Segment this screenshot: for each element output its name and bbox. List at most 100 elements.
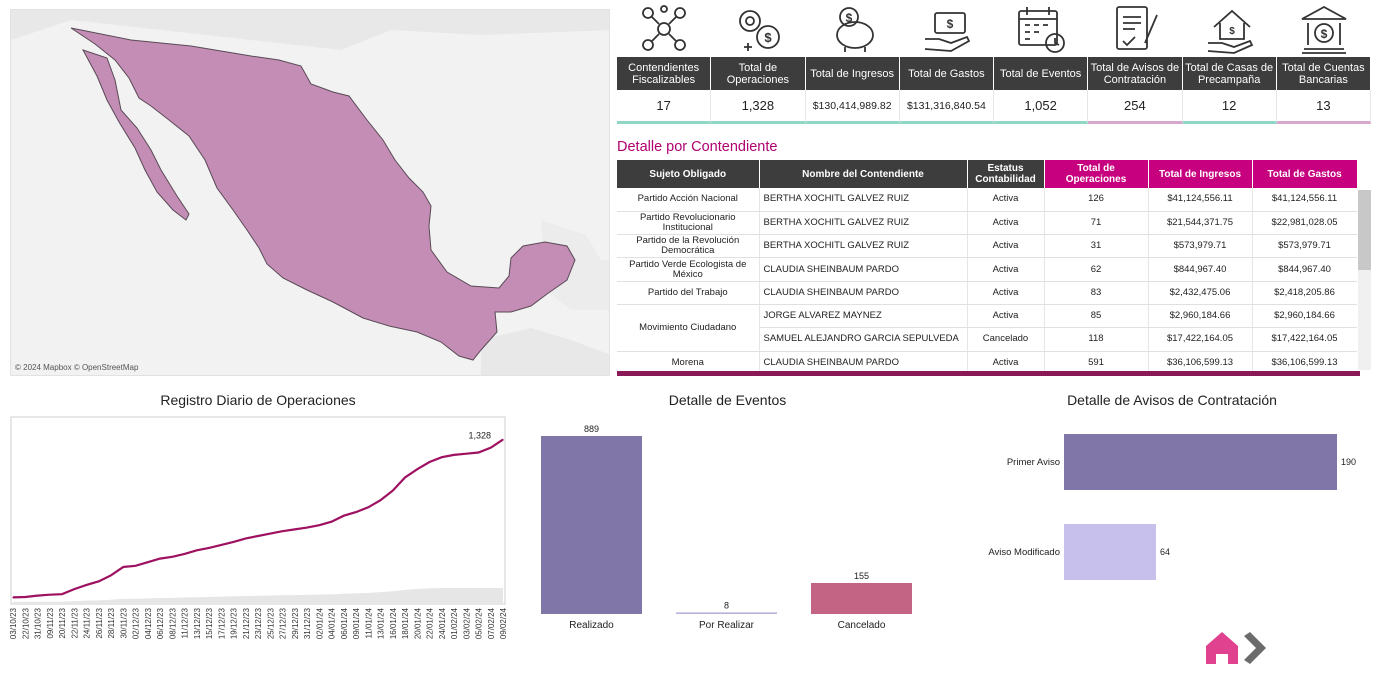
x-tick-label: 20/11/23 [58, 607, 67, 638]
bar-realizado [541, 436, 642, 614]
line-point [477, 451, 480, 454]
cell-ingresos: $21,544,371.75 [1148, 211, 1253, 236]
x-tick-label: 22/01/24 [426, 607, 435, 639]
header-nombre[interactable]: Nombre del Contendiente [759, 160, 968, 188]
hbar-value-label: 64 [1160, 547, 1170, 557]
cell-sujeto: Partido de la Revolución Democrática [617, 234, 760, 259]
table-row[interactable]: Partido Acción Nacional BERTHA XOCHITL G… [617, 188, 1357, 212]
cell-gastos: $573,979.71 [1252, 234, 1357, 259]
cell-estatus: Activa [967, 351, 1045, 371]
bar-value-label: 889 [584, 424, 599, 434]
line-point [208, 547, 210, 549]
line-point [232, 541, 235, 543]
contract-icon [1088, 0, 1182, 57]
line-point [171, 556, 173, 558]
kpi-value[interactable]: 1,328 [711, 90, 806, 124]
kpi-value[interactable]: 13 [1276, 90, 1371, 124]
kpi-value[interactable]: $130,414,989.82 [805, 90, 900, 124]
kpi-value[interactable]: $131,316,840.54 [899, 90, 994, 124]
header-estatus[interactable]: Estatus Contabilidad [967, 160, 1045, 188]
line-point [453, 454, 455, 456]
detail-table: Sujeto Obligado Nombre del Contendiente … [617, 160, 1357, 371]
x-tick-label: 20/01/24 [413, 607, 422, 639]
calendar-clock-icon [994, 0, 1088, 57]
header-sujeto[interactable]: Sujeto Obligado [617, 160, 760, 188]
avisos-bar-chart[interactable]: Primer Aviso 190 Aviso Modificado 64 [960, 416, 1384, 601]
table-row[interactable]: Partido de la Revolución Democrática BER… [617, 234, 1357, 259]
x-tick-label: 26/11/23 [95, 607, 104, 638]
x-tick-label: 07/02/24 [487, 607, 496, 639]
kpi-value[interactable]: 17 [617, 90, 712, 124]
kpi-icons-row: $ $ $ $ $ [617, 0, 1371, 57]
bar-cancelado [811, 582, 912, 614]
line-point [330, 521, 333, 523]
cell-gastos: $41,124,556.11 [1252, 188, 1357, 212]
kpi-label: Total de Ingresos [806, 57, 900, 90]
map-attribution: © 2024 Mapbox © OpenStreetMap [15, 363, 139, 372]
mexico-map[interactable]: © 2024 Mapbox © OpenStreetMap [10, 9, 610, 376]
kpi-value[interactable]: 1,052 [994, 90, 1089, 124]
cell-ingresos: $2,432,475.06 [1148, 281, 1253, 305]
line-point [196, 549, 198, 551]
x-tick-label: 18/01/24 [401, 607, 410, 639]
events-bar-chart[interactable]: 889 Realizado 8 Por Realizar 155 Cancelado [535, 416, 925, 641]
svg-text:$: $ [765, 30, 773, 45]
cell-gastos: $2,418,205.86 [1252, 281, 1357, 305]
line-point [355, 511, 357, 513]
header-ingresos[interactable]: Total de Ingresos [1148, 160, 1253, 188]
cell-nombre: CLAUDIA SHEINBAUM PARDO [759, 257, 968, 282]
line-chart[interactable]: 1,328 03/10/23 22/10/23 31/10/23 09/11/23 20/… [9, 416, 508, 655]
line-point [245, 537, 247, 539]
line-point [318, 524, 320, 526]
table-row[interactable]: Partido Revolucionario Institucional BER… [617, 211, 1357, 236]
cell-operaciones: 85 [1044, 304, 1149, 329]
line-point [367, 506, 369, 508]
cell-sujeto: Partido Verde Ecologista de México [617, 257, 760, 282]
cell-sujeto: Partido Revolucionario Institucional [617, 211, 760, 236]
gears-dollar-icon: $ [711, 0, 805, 57]
kpi-value[interactable]: 12 [1182, 90, 1277, 124]
chevron-right-icon[interactable] [1244, 632, 1266, 664]
line-point [379, 499, 382, 501]
bar-value-label: 155 [854, 571, 869, 581]
bar-category-label: Realizado [569, 620, 614, 631]
line-point [85, 584, 88, 586]
cell-ingresos: $2,960,184.66 [1148, 304, 1253, 329]
table-row[interactable]: Movimiento Ciudadano JORGE ALVAREZ MAYNE… [617, 304, 1357, 352]
line-point [306, 527, 308, 529]
x-tick-label: 31/10/23 [34, 607, 43, 639]
table-scrollbar-thumb[interactable] [1358, 190, 1371, 270]
x-tick-label: 16/01/24 [389, 607, 398, 639]
bar-category-label: Cancelado [838, 620, 886, 631]
table-row[interactable]: SAMUEL ALEJANDRO GARCIA SEPULVEDA Cancel… [617, 327, 1357, 352]
x-tick-label: 02/01/24 [315, 607, 324, 639]
line-point [441, 456, 443, 458]
detail-table-container[interactable]: Sujeto Obligado Nombre del Contendiente … [617, 160, 1357, 371]
cell-gastos: $2,960,184.66 [1252, 304, 1357, 329]
line-point [257, 535, 259, 537]
line-point [465, 453, 467, 455]
cell-operaciones: 71 [1044, 211, 1149, 236]
table-row[interactable]: Morena CLAUDIA SHEINBAUM PARDO Activa 59… [617, 351, 1357, 371]
bar-value-label: 8 [724, 600, 729, 610]
svg-text:$: $ [947, 17, 954, 31]
header-gastos[interactable]: Total de Gastos [1252, 160, 1357, 188]
line-point [12, 596, 14, 599]
header-operaciones[interactable]: Total de Operaciones [1044, 160, 1149, 188]
cell-nombre: SAMUEL ALEJANDRO GARCIA SEPULVEDA [759, 327, 968, 352]
table-row[interactable]: Partido Verde Ecologista de México CLAUD… [617, 257, 1357, 282]
line-point [294, 528, 296, 531]
x-tick-label: 03/10/23 [10, 607, 18, 639]
table-footer-bar [617, 371, 1360, 376]
kpi-value[interactable]: 254 [1088, 90, 1183, 124]
home-icon[interactable] [1206, 632, 1238, 664]
line-point [490, 447, 492, 449]
cell-gastos: $844,967.40 [1252, 257, 1357, 282]
x-tick-label: 11/01/24 [364, 607, 373, 638]
cell-gastos: $22,981,028.05 [1252, 211, 1357, 236]
line-chart-title: Registro Diario de Operaciones [160, 392, 356, 408]
table-row[interactable]: Partido del Trabajo CLAUDIA SHEINBAUM PA… [617, 281, 1357, 305]
x-tick-label: 21/12/23 [242, 607, 251, 639]
avisos-chart-svg: Primer Aviso 190 Aviso Modificado 64 [988, 434, 1356, 580]
hbar-aviso-modificado [1064, 524, 1156, 580]
